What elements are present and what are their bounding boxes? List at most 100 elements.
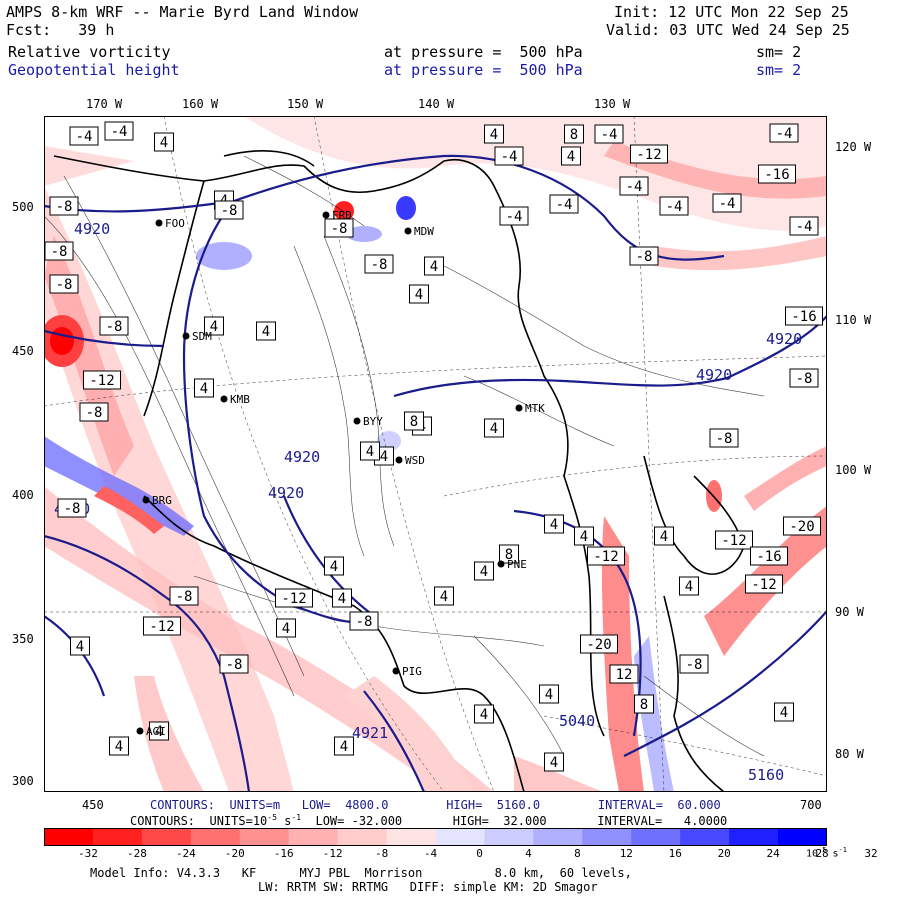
vorticity-label-box (83, 370, 121, 390)
x-tick: 450 (82, 798, 104, 812)
station-marker (515, 404, 523, 412)
colorbar-tick-label: -12 (322, 847, 343, 860)
colorbar-swatch (288, 828, 339, 846)
vorticity-label-text: 4 (200, 381, 208, 397)
colorbar-swatch (92, 828, 143, 846)
vorticity-label-box (709, 428, 739, 448)
vorticity-label-box (214, 200, 244, 220)
vorticity-label-box (154, 132, 174, 152)
vorticity-label-text: 8 (505, 547, 513, 563)
vorticity-label-text: -8 (86, 405, 103, 421)
vorticity-label-text: 8 (410, 414, 418, 430)
vorticity-label-box (750, 546, 788, 566)
vorticity-label-box (679, 576, 699, 596)
colorbar-tick-label: 24 (766, 847, 780, 860)
colorbar-swatch (435, 828, 485, 846)
colorbar-swatch (582, 828, 632, 846)
vorticity-label-box (169, 586, 199, 606)
vorticity-label: -12 (587, 546, 625, 566)
station-marker (182, 332, 190, 340)
vorticity-label-text: 4 (430, 259, 438, 275)
vorticity-label-text: -4 (76, 129, 93, 145)
vorticity-label-box (219, 654, 249, 674)
vorticity-label: -8 (679, 654, 709, 674)
vorticity-label-text: 4 (340, 739, 348, 755)
vorticity-label: -12 (715, 530, 753, 550)
colorbar-tick-label: 20 (717, 847, 731, 860)
colorbar-swatch (778, 828, 827, 846)
vorticity-label-box (494, 146, 524, 166)
vorticity-label-box (49, 274, 79, 294)
height-label: 4920 (74, 220, 110, 238)
field1-level: at pressure = 500 hPa (384, 43, 583, 61)
vorticity-label: -8 (214, 200, 244, 220)
vorticity-label: -8 (79, 402, 109, 422)
vorticity-label-text: 4 (480, 564, 488, 580)
colorbar-tick-label: -8 (375, 847, 389, 860)
vorticity-label: -4 (594, 124, 624, 144)
vorticity-label: -12 (275, 588, 313, 608)
vorticity-label: -12 (143, 616, 181, 636)
vorticity-label-text: -8 (51, 244, 68, 260)
colorbar-tick-label: -16 (273, 847, 294, 860)
y-tick: 350 (12, 632, 34, 646)
colorbar-tick-label: -28 (127, 847, 147, 860)
vorticity-label-box (594, 124, 624, 144)
vorticity-label: 8 (634, 694, 654, 714)
station-label: WSD (405, 454, 425, 467)
vorticity-label-text: -4 (626, 179, 643, 195)
vorticity-label: 12 (609, 664, 639, 684)
vorticity-label: -20 (783, 516, 821, 536)
colorbar-tick-label: -32 (78, 847, 98, 860)
vorticity-label-box (539, 684, 559, 704)
station-marker (220, 395, 228, 403)
vorticity-label-box (194, 378, 214, 398)
field1-smoothing: sm= 2 (756, 43, 802, 61)
vorticity-label: -8 (169, 586, 199, 606)
vorticity-label: -16 (758, 164, 796, 184)
model-info-physics: LW: RRTM SW: RRTMG DIFF: simple KM: 2D S… (258, 880, 598, 894)
vorticity-label-text: -8 (64, 501, 81, 517)
vorticity-label-box (69, 126, 99, 146)
vorticity-label-text: -8 (56, 277, 73, 293)
colorbar-tick-label: 0 (476, 847, 483, 860)
vorticity-label-box (70, 636, 90, 656)
lon-label-top: 150 W (287, 97, 324, 111)
colorbar (44, 828, 827, 846)
station-label: FOO (165, 217, 185, 230)
vorticity-label: 4 (679, 576, 699, 596)
vorticity-label: -12 (745, 574, 783, 594)
vorticity-label: 4 (561, 146, 581, 166)
colorbar-tick-label: 32 (864, 847, 878, 860)
vorticity-label-text: -4 (506, 209, 523, 225)
vorticity-label: -4 (69, 126, 99, 146)
vorticity-label-text: -8 (636, 249, 653, 265)
vorticity-label-text: 4 (567, 149, 575, 165)
y-tick: 450 (12, 344, 34, 358)
vorticity-label: 4 (424, 256, 444, 276)
height-label: 4920 (696, 366, 732, 384)
vorticity-label-text: -8 (226, 657, 243, 673)
coastline (53, 150, 745, 792)
vorticity-label-text: -8 (716, 431, 733, 447)
vorticity-label: -4 (712, 193, 742, 213)
vorticity-label-text: 8 (570, 127, 578, 143)
lon-label-top: 130 W (594, 97, 631, 111)
vorticity-label-text: 4 (780, 705, 788, 721)
vorticity-label-box (334, 736, 354, 756)
vorticity-label-text: -8 (56, 199, 73, 215)
vorticity-label: -8 (709, 428, 739, 448)
vorticity-label-box (564, 124, 584, 144)
x-tick: 700 (800, 798, 822, 812)
vorticity-label: 4 (544, 514, 564, 534)
colorbar-swatch (386, 828, 436, 846)
vorticity-label-text: -8 (356, 614, 373, 630)
vorticity-label-box (324, 556, 344, 576)
vorticity-label-box (99, 316, 129, 336)
vorticity-label: 4 (484, 124, 504, 144)
station-marker (322, 211, 330, 219)
vorticity-label-box (659, 196, 689, 216)
lon-label-right: 90 W (835, 605, 864, 619)
vorticity-labels: -4 -4 -4 -4-4-4-4-4-4 -4-44 44444444444444444… (44, 121, 823, 772)
height-label: 5160 (748, 766, 784, 784)
